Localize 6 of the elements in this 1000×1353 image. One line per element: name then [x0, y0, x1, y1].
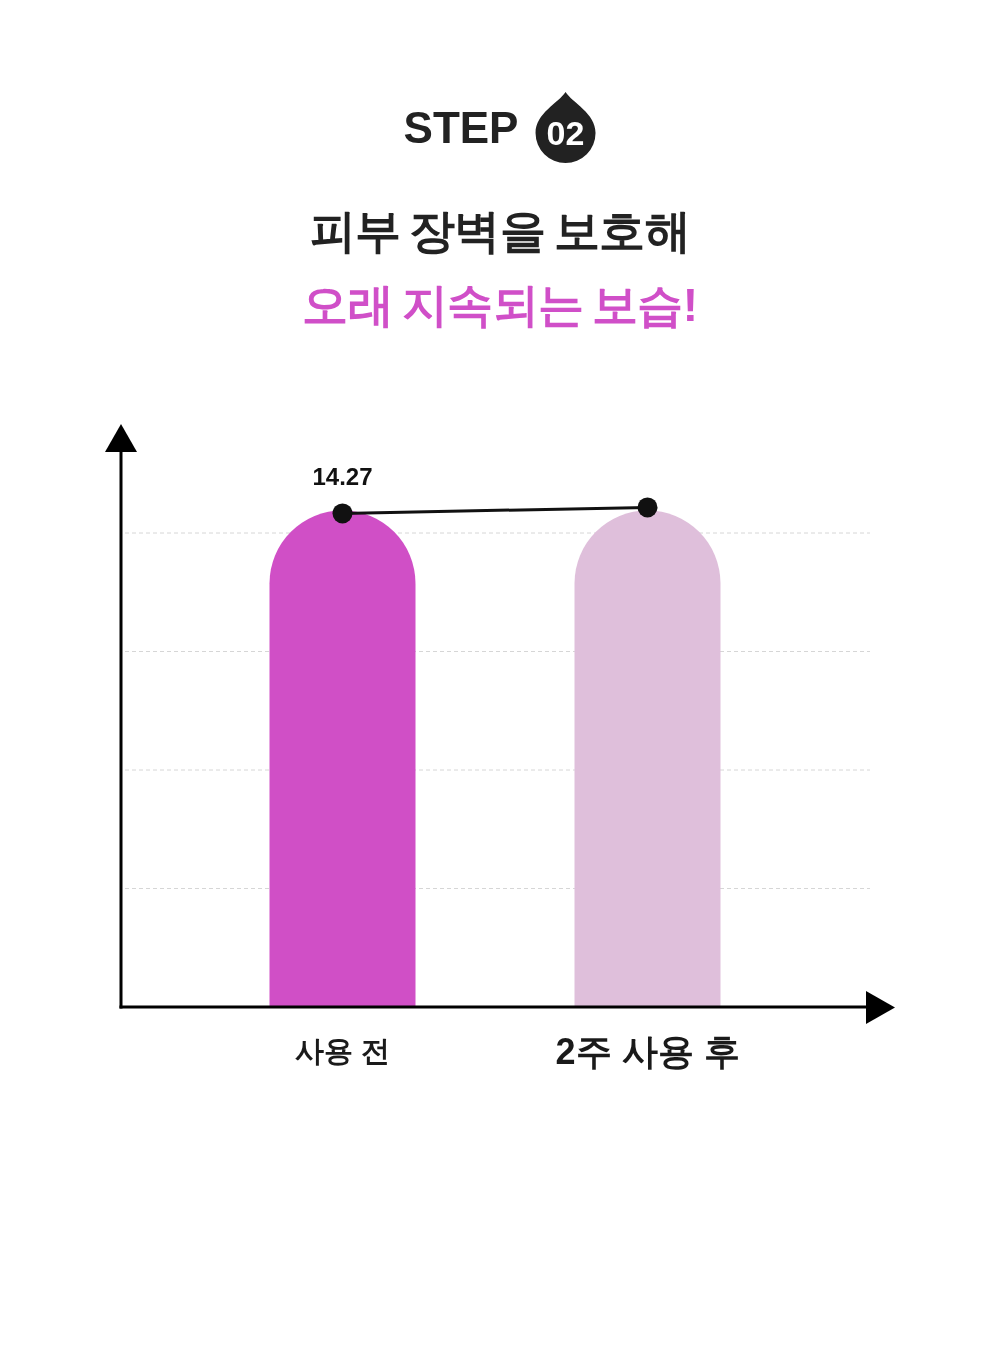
title: STEP 02	[403, 92, 597, 164]
x-tick-label: 사용 전	[294, 1035, 391, 1067]
x-tick-label: 2주 사용 후	[555, 1030, 740, 1072]
subtitle: 피부 장벽을 보호해 오래 지속되는 보습!	[302, 204, 698, 333]
chart-title: STEP 02	[403, 103, 586, 152]
annotation: 14.27	[312, 463, 373, 491]
